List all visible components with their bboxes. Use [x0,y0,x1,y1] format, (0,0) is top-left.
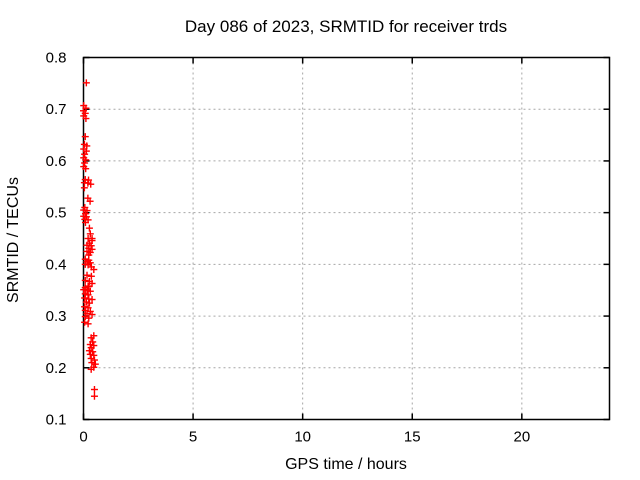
data-point-plus [85,224,93,232]
data-point-plus [85,347,93,355]
data-point-plus [88,311,96,319]
x-axis-label: GPS time / hours [285,456,407,473]
data-point-plus [86,230,94,238]
data-point-plus [83,207,91,215]
x-tick-label: 0 [79,429,87,446]
data-point-plus [86,197,94,205]
y-tick-label: 0.3 [46,308,67,325]
data-point-plus [81,133,89,141]
grid-lines [83,57,610,420]
data-point-plus [86,350,94,358]
data-point-plus [86,287,94,295]
data-point-plus [88,279,96,287]
data-point-plus [86,341,94,349]
data-point-plus [87,180,95,188]
data-point-plus [82,156,90,164]
y-tick-label: 0.8 [46,50,67,67]
data-point-plus [90,392,98,400]
y-tick-labels: 0.1 0.2 0.3 0.4 0.5 0.6 0.7 0.8 [46,50,67,429]
scatter-points [80,79,99,400]
data-point-plus [88,359,96,367]
x-tick-labels: 0 5 10 15 20 [79,429,530,446]
data-point-plus [81,218,89,226]
data-point-plus [83,286,91,294]
data-point-plus [90,386,98,394]
plot-border [82,56,611,421]
x-tick-label: 10 [294,429,311,446]
data-point-plus [83,271,91,279]
data-point-plus [81,294,89,302]
data-point-plus [81,159,89,167]
data-point-plus [82,79,90,87]
data-point-plus [81,276,89,284]
y-tick-label: 0.5 [46,205,67,222]
data-point-plus [81,150,89,158]
y-tick-label: 0.4 [46,256,67,273]
data-point-plus [82,165,90,173]
data-point-plus [87,365,95,373]
data-point-plus [85,283,93,291]
data-point-plus [88,296,96,304]
data-point-plus [80,184,88,192]
data-point-plus [91,360,99,368]
x-tick-label: 15 [404,429,421,446]
data-point-plus [87,272,95,280]
data-point-plus [81,318,89,326]
axis-ticks [82,56,610,421]
chart-title: Day 086 of 2023, SRMTID for receiver trd… [185,17,507,36]
y-axis-label: SRMTID / TECUs [5,177,22,303]
data-point-plus [90,266,98,274]
data-point-plus [83,247,91,255]
data-point-plus [85,299,93,307]
data-point-plus [87,334,95,342]
y-tick-label: 0.1 [46,412,67,429]
data-point-plus [84,320,92,328]
y-tick-label: 0.2 [46,360,67,377]
x-tick-label: 5 [189,429,197,446]
y-tick-label: 0.6 [46,153,67,170]
x-tick-label: 20 [513,429,530,446]
data-point-plus [84,235,92,242]
data-point-plus [82,115,90,123]
data-point-plus [82,298,90,306]
y-tick-label: 0.7 [46,101,67,118]
